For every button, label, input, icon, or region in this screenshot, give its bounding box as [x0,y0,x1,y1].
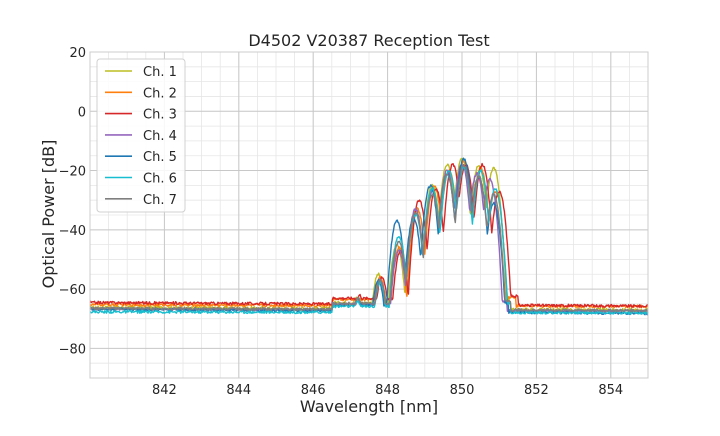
legend-label: Ch. 2 [143,86,177,101]
legend-label: Ch. 1 [143,65,177,80]
x-tick-label: 854 [598,383,623,398]
x-tick-label: 844 [226,383,251,398]
legend: Ch. 1 Ch. 2 Ch. 3 Ch. 4 Ch. 5 Ch. 6 Ch. 7 [96,58,186,213]
x-tick-label: 846 [301,383,326,398]
x-tick-label: 852 [524,383,549,398]
series-layer [89,157,649,316]
legend-box [96,58,186,213]
x-axis-ticks: 842 844 846 848 850 852 854 [152,383,623,398]
series-line-3 [89,162,649,308]
y-tick-label: −80 [59,342,86,357]
legend-label: Ch. 6 [143,172,177,187]
y-axis-ticks: 20 0 −20 −40 −60 −80 [59,46,86,357]
x-tick-label: 850 [450,383,475,398]
y-tick-label: −20 [59,165,86,180]
y-tick-label: −60 [59,283,86,298]
y-tick-label: 0 [78,105,86,120]
legend-label: Ch. 5 [143,150,177,165]
series-line-6 [89,166,649,315]
legend-label: Ch. 4 [143,129,177,144]
x-tick-label: 848 [375,383,400,398]
y-tick-label: −40 [59,224,86,239]
series-line-7 [89,163,649,313]
x-tick-label: 842 [152,383,177,398]
legend-label: Ch. 3 [143,108,177,123]
y-tick-label: 20 [69,46,86,61]
x-axis-label: Wavelength [nm] [300,397,438,416]
legend-label: Ch. 7 [143,193,177,208]
y-axis-label: Optical Power [dB] [39,140,58,289]
plot-frame [89,51,649,379]
chart-title: D4502 V20387 Reception Test [248,31,489,50]
